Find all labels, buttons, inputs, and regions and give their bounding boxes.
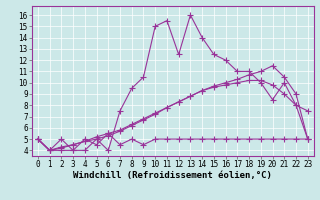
X-axis label: Windchill (Refroidissement éolien,°C): Windchill (Refroidissement éolien,°C) — [73, 171, 272, 180]
